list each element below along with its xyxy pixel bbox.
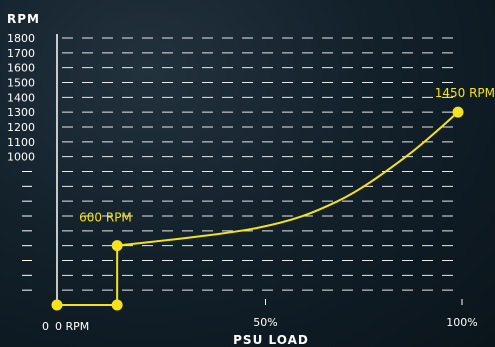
- data-label-0: 0: [42, 320, 49, 333]
- x-axis-title: PSU LOAD: [233, 333, 309, 347]
- y-tick-label-1600: 1600: [7, 62, 35, 75]
- y-tick-label-1500: 1500: [7, 77, 35, 90]
- data-label-1: 0 RPM: [55, 320, 89, 333]
- y-tick-label-1700: 1700: [7, 47, 35, 60]
- data-point-0: [51, 299, 63, 311]
- series-layer: [57, 111, 459, 306]
- x-tick-label-100: 100%: [446, 316, 477, 329]
- y-tick-label-1200: 1200: [7, 121, 35, 134]
- y-tick-label-1100: 1100: [7, 136, 35, 149]
- series-line-0: [57, 111, 459, 306]
- data-label-3: 1450 RPM: [435, 86, 495, 100]
- x-tick-label-50: 50%: [253, 316, 277, 329]
- y-axis-title: RPM: [7, 12, 40, 26]
- data-point-1: [111, 299, 123, 311]
- y-tick-label-1300: 1300: [7, 106, 35, 119]
- grid-layer: [62, 37, 462, 291]
- y-tick-label-1800: 1800: [7, 32, 35, 45]
- data-point-2: [111, 240, 123, 252]
- y-tick-label-1400: 1400: [7, 91, 35, 104]
- marker-layer: 0 0 RPM 600 RPM 1450 RPM: [42, 86, 495, 333]
- data-point-3: [452, 106, 464, 118]
- data-label-2: 600 RPM: [79, 211, 132, 225]
- y-tick-label-1000: 1000: [7, 151, 35, 164]
